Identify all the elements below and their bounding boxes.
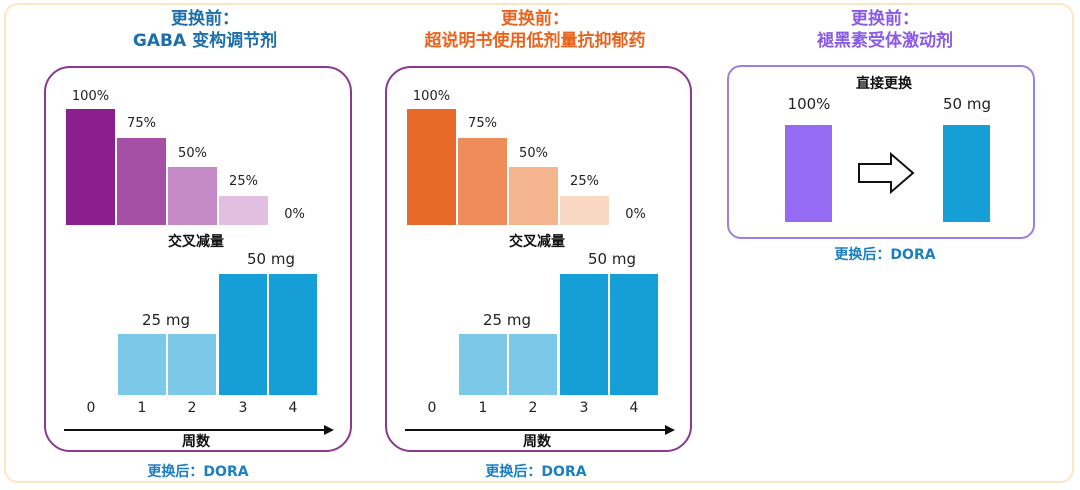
week-axis-arrow <box>64 425 334 435</box>
after-bar <box>943 125 990 222</box>
dose-bar-week1 <box>118 334 166 395</box>
taper-caption: 交叉减量 <box>509 234 565 250</box>
dose-bar-week2 <box>168 334 216 395</box>
taper-label-0: 0% <box>284 207 305 222</box>
dose-bar-week4 <box>269 274 317 395</box>
dose-label-high: 50 mg <box>588 250 636 268</box>
panel-gaba: 100% 75% 50% 25% 0% 交叉减量 50 mg 25 mg 0 1… <box>44 66 352 452</box>
taper-bar-25 <box>219 196 268 225</box>
direct-switch-caption: 直接更换 <box>856 76 912 92</box>
taper-label-75: 75% <box>127 116 156 131</box>
taper-label-50: 50% <box>178 146 207 161</box>
taper-bar-50 <box>168 167 217 225</box>
dose-bar-week2 <box>509 334 557 395</box>
taper-bar-25 <box>560 196 609 225</box>
week-tick-3: 3 <box>238 400 248 416</box>
taper-label-0: 0% <box>625 207 646 222</box>
column-title-line2: 超说明书使用低剂量抗抑郁药 <box>424 31 646 51</box>
week-tick-0: 0 <box>427 400 437 416</box>
column-title-line2: 褪黑素受体激动剂 <box>817 31 953 51</box>
axis-caption: 周数 <box>523 434 551 450</box>
column-title-gaba: 更换前： GABA 变构调节剂 <box>40 8 370 54</box>
week-tick-1: 1 <box>137 400 147 416</box>
dose-label-low: 25 mg <box>483 311 531 329</box>
week-tick-2: 2 <box>187 400 197 416</box>
taper-label-25: 25% <box>229 174 258 189</box>
taper-label-100: 100% <box>412 89 451 104</box>
taper-label-75: 75% <box>468 116 497 131</box>
week-tick-2: 2 <box>528 400 538 416</box>
week-tick-1: 1 <box>478 400 488 416</box>
taper-label-100: 100% <box>71 89 110 104</box>
week-axis-arrow <box>405 425 675 435</box>
taper-bar-75 <box>117 138 166 225</box>
dose-bar-week4 <box>610 274 658 395</box>
after-label-melatonin: 更换后：DORA <box>834 247 936 263</box>
dose-bar-week3 <box>219 274 267 395</box>
taper-bar-75 <box>458 138 507 225</box>
taper-label-50: 50% <box>519 146 548 161</box>
week-tick-4: 4 <box>288 400 298 416</box>
week-tick-0: 0 <box>86 400 96 416</box>
before-label: 100% <box>787 95 831 113</box>
dose-label-high: 50 mg <box>247 250 295 268</box>
week-tick-4: 4 <box>629 400 639 416</box>
column-title-antidepressant: 更换前： 超说明书使用低剂量抗抑郁药 <box>375 8 695 54</box>
taper-label-25: 25% <box>570 174 599 189</box>
panel-antidepressant: 100% 75% 50% 25% 0% 交叉减量 50 mg 25 mg 0 1… <box>385 66 692 452</box>
after-label-gaba: 更换后：DORA <box>147 464 249 480</box>
week-tick-3: 3 <box>579 400 589 416</box>
after-value-label: 50 mg <box>943 95 991 113</box>
outer-frame <box>4 3 1074 483</box>
panel-melatonin: 直接更换 100% 50 mg <box>727 65 1035 239</box>
taper-caption: 交叉减量 <box>168 234 224 250</box>
column-title-line1: 更换前： <box>851 9 919 29</box>
dose-bar-week3 <box>560 274 608 395</box>
after-label-antidepressant: 更换后：DORA <box>485 464 587 480</box>
column-title-line2: GABA 变构调节剂 <box>132 31 278 51</box>
axis-caption: 周数 <box>182 434 210 450</box>
taper-bar-100 <box>66 109 115 225</box>
column-title-melatonin: 更换前： 褪黑素受体激动剂 <box>730 8 1040 54</box>
column-title-line1: 更换前： <box>171 9 239 29</box>
dose-bar-week1 <box>459 334 507 395</box>
taper-bar-100 <box>407 109 456 225</box>
dose-label-low: 25 mg <box>142 311 190 329</box>
before-bar <box>785 125 832 222</box>
taper-bar-50 <box>509 167 558 225</box>
column-title-line1: 更换前： <box>501 9 569 29</box>
right-arrow-icon <box>858 151 915 195</box>
